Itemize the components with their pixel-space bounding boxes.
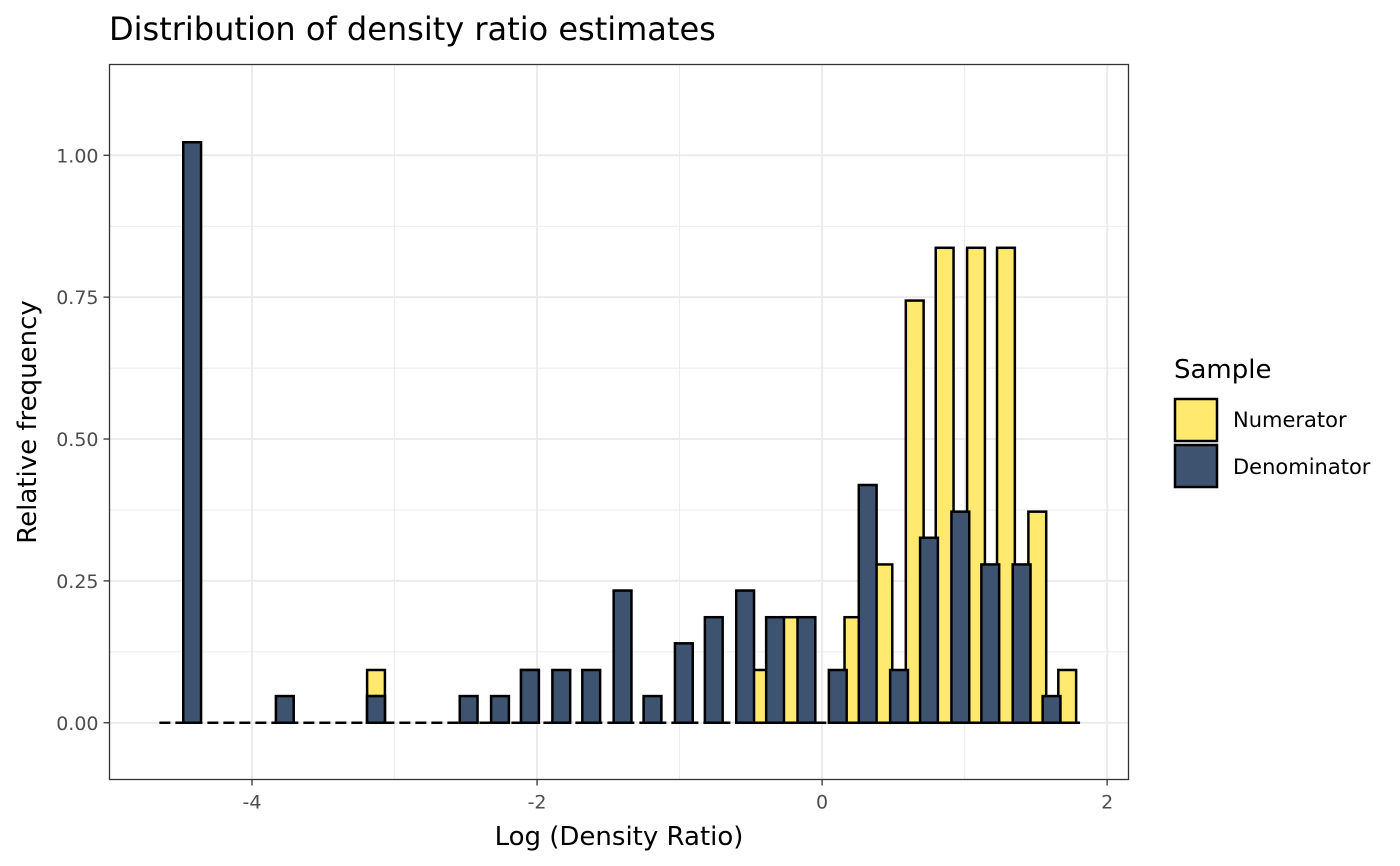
y-tick-label: 0.50 — [56, 429, 98, 451]
x-tick-label: 2 — [1101, 792, 1113, 814]
denominator-bar — [642, 694, 663, 725]
denominator-bar — [274, 694, 295, 725]
denominator-bar — [365, 694, 387, 725]
denominator-bar — [673, 642, 695, 725]
legend-title: Sample — [1174, 355, 1272, 385]
denominator-bar — [489, 694, 511, 725]
x-axis: -4 -2 0 2 — [243, 779, 1113, 814]
numerator-bar — [995, 246, 1017, 725]
plot-border — [108, 63, 1130, 781]
denominator-bar — [612, 589, 633, 725]
denominator-bar — [796, 615, 817, 725]
denominator-bar — [734, 589, 756, 725]
x-tick-label: 0 — [816, 792, 828, 814]
denominator-bar — [918, 536, 940, 725]
legend-swatch-numerator — [1173, 397, 1219, 443]
legend-label-denominator: Denominator — [1233, 455, 1371, 479]
denominator-bars — [182, 140, 1062, 725]
denominator-bar — [581, 668, 602, 725]
denominator-bar — [1011, 563, 1032, 725]
denominator-bar — [888, 668, 910, 725]
legend: Sample Numerator Denominator — [1173, 355, 1371, 489]
legend-label-numerator: Numerator — [1233, 408, 1347, 432]
denominator-bar — [1041, 694, 1062, 725]
major-gridlines — [109, 64, 1129, 780]
denominator-bar — [519, 668, 541, 725]
x-axis-title: Log (Density Ratio) — [495, 822, 744, 852]
chart-title: Distribution of density ratio estimates — [109, 10, 716, 48]
denominator-bar — [980, 563, 1001, 725]
denominator-bar — [857, 483, 878, 725]
y-tick-label: 0.75 — [56, 287, 98, 309]
denominator-bar — [950, 510, 971, 725]
denominator-bar — [551, 668, 572, 725]
y-tick-label: 0.00 — [56, 713, 98, 735]
denominator-bar — [458, 694, 479, 725]
x-tick-label: -2 — [528, 792, 547, 814]
y-tick-label: 1.00 — [56, 145, 98, 167]
denominator-bar — [703, 615, 724, 725]
denominator-bar — [182, 140, 203, 725]
denominator-bar — [827, 668, 848, 725]
legend-swatch-denominator — [1173, 443, 1219, 489]
denominator-bar — [764, 615, 786, 725]
x-tick-label: -4 — [243, 792, 262, 814]
y-axis-title: Relative frequency — [13, 300, 43, 544]
y-tick-label: 0.25 — [56, 571, 98, 593]
y-axis: 0.00 0.25 0.50 0.75 1.00 — [56, 145, 110, 735]
